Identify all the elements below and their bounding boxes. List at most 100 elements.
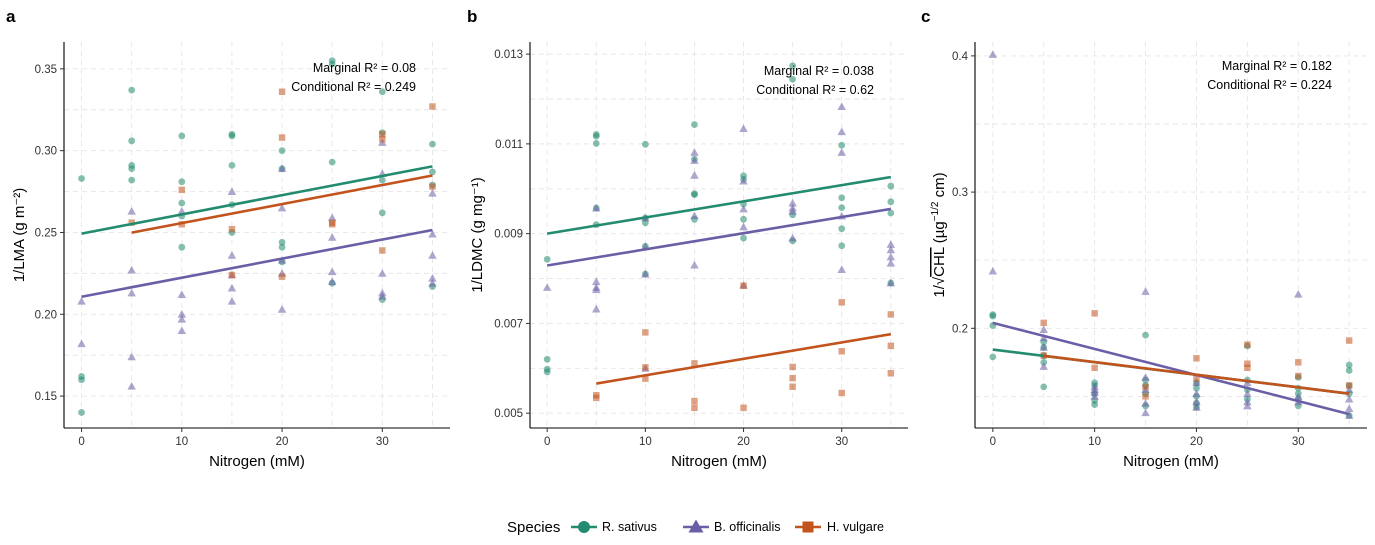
data-point — [642, 364, 649, 371]
data-point — [429, 103, 436, 110]
data-point — [788, 233, 797, 242]
data-point — [542, 283, 552, 291]
data-point — [1295, 359, 1302, 366]
data-point — [789, 75, 797, 83]
data-point — [1039, 325, 1048, 334]
legend-key — [795, 521, 821, 533]
data-point — [691, 121, 698, 128]
data-point — [1244, 364, 1251, 372]
data-point — [1294, 392, 1303, 400]
marginal-r2: Marginal R² = 0.038 — [764, 64, 874, 78]
marginal-r2: Marginal R² = 0.08 — [313, 61, 416, 75]
data-point — [789, 363, 796, 371]
data-point — [379, 131, 386, 138]
data-point — [789, 383, 796, 390]
y-axis-label: 1/LDMC (g mg⁻¹) — [469, 177, 486, 292]
legend-marker — [802, 521, 814, 533]
panel-b: 0 10 20 30 0.005 0.007 0.009 0.011 0.013 Nitrogen… — [467, 7, 908, 470]
data-point — [77, 296, 86, 305]
data-point — [278, 273, 286, 280]
data-point — [691, 397, 698, 405]
x-tick-label: 10 — [639, 436, 652, 448]
x-axis-label: Nitrogen (mM) — [671, 453, 767, 470]
data-point — [1141, 408, 1150, 417]
data-point — [838, 299, 845, 306]
data-point — [78, 175, 85, 182]
data-point — [837, 265, 846, 273]
data-point — [1141, 287, 1150, 295]
data-point — [789, 62, 797, 70]
data-point — [1295, 372, 1302, 380]
data-point — [428, 229, 437, 238]
fit-line-b-officinalis — [546, 207, 892, 267]
data-point — [1193, 375, 1200, 382]
legend-label: H. vulgare — [827, 520, 884, 534]
data-point — [327, 233, 337, 241]
data-point — [838, 389, 845, 397]
data-point — [328, 221, 336, 228]
data-point — [690, 211, 699, 220]
data-point — [1040, 383, 1048, 391]
y-tick-label: 0.30 — [35, 146, 57, 158]
data-point — [177, 326, 187, 335]
data-point — [127, 206, 136, 215]
data-point — [1345, 382, 1353, 389]
data-point — [838, 141, 846, 149]
data-point — [1091, 310, 1098, 317]
data-point — [1345, 367, 1353, 374]
data-point — [227, 296, 237, 305]
data-point — [1039, 333, 1048, 342]
x-tick-label: 30 — [1292, 436, 1305, 448]
legend-key — [571, 521, 597, 533]
data-point — [1039, 343, 1048, 351]
data-point — [1193, 355, 1200, 362]
x-tick-label: 20 — [737, 436, 750, 448]
data-point — [378, 88, 386, 96]
panel-a: 0 10 20 30 0.15 0.20 0.25 0.30 0.35 Nitrogen (mM)… — [6, 7, 450, 470]
data-point — [887, 182, 895, 190]
legend-title: Species — [507, 519, 560, 536]
data-point — [641, 140, 649, 148]
legend: Species R. sativus B. officinalis H. vulgar… — [507, 519, 884, 536]
data-point — [838, 225, 846, 233]
x-tick-label: 30 — [376, 436, 389, 448]
y-tick-label: 0.013 — [494, 49, 523, 61]
data-point — [127, 288, 136, 297]
data-point — [278, 134, 286, 141]
legend-key — [683, 519, 709, 533]
data-point — [1192, 397, 1201, 406]
data-point — [228, 271, 236, 279]
data-point — [1294, 289, 1303, 298]
data-point — [886, 245, 896, 254]
data-point — [543, 355, 551, 363]
data-point — [278, 243, 286, 251]
data-point — [788, 206, 797, 215]
y-tick-label: 0.25 — [35, 227, 57, 239]
data-point — [128, 137, 136, 145]
marginal-r2: Marginal R² = 0.182 — [1222, 59, 1332, 73]
data-point — [1243, 401, 1252, 410]
data-point — [1091, 364, 1098, 372]
data-point — [177, 290, 187, 299]
series-b-officinalis — [542, 102, 896, 372]
data-point — [327, 267, 337, 276]
data-point — [1039, 362, 1048, 370]
data-point — [1142, 383, 1149, 391]
data-point — [837, 148, 846, 156]
data-point — [379, 247, 386, 254]
data-point — [78, 376, 85, 384]
data-point — [127, 382, 136, 390]
data-point — [788, 198, 797, 207]
fit-line-b-officinalis — [81, 228, 433, 299]
data-point — [886, 240, 896, 248]
data-point — [1344, 404, 1354, 413]
y-tick-label: 0.007 — [494, 318, 523, 330]
data-point — [227, 187, 237, 195]
data-point — [1244, 360, 1251, 367]
conditional-r2: Conditional R² = 0.62 — [756, 83, 874, 97]
x-tick-label: 0 — [990, 436, 996, 448]
data-point — [641, 269, 650, 278]
data-point — [838, 348, 845, 355]
series-b-officinalis — [988, 50, 1354, 419]
y-tick-label: 0.4 — [952, 51, 969, 63]
